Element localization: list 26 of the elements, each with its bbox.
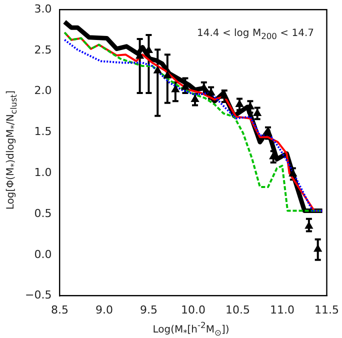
point bbox=[207, 88, 215, 96]
point bbox=[154, 66, 162, 74]
point bbox=[191, 95, 199, 102]
point bbox=[171, 85, 180, 92]
y-tick-label: 1.0 bbox=[34, 166, 52, 179]
y-tick-label: 3.0 bbox=[34, 2, 52, 16]
point bbox=[253, 108, 262, 116]
annotation: 14.4 < log M$_{200}$ < 14.7 bbox=[197, 28, 314, 41]
y-tick-label: 0.0 bbox=[34, 248, 52, 261]
x-tick-label: 10.5 bbox=[225, 303, 250, 316]
x-tick-label: 11.5 bbox=[314, 303, 340, 316]
y-tick-label: −0.5 bbox=[24, 288, 52, 302]
x-tick-label: 10.0 bbox=[180, 303, 206, 316]
x-tick-label: 8.5 bbox=[50, 303, 68, 316]
point bbox=[304, 222, 313, 229]
y-tick-label: 2.0 bbox=[34, 84, 52, 98]
point bbox=[314, 244, 322, 252]
y-tick-label: 0.5 bbox=[34, 206, 52, 220]
x-tick-label: 11.0 bbox=[270, 303, 294, 316]
x-tick-label: 9.5 bbox=[140, 303, 158, 316]
point bbox=[288, 169, 297, 176]
x-tick-label: 9.0 bbox=[95, 303, 113, 316]
y-tick-label: 2.5 bbox=[34, 43, 52, 56]
x-axis-title: Log(M$_{*}$[h$^{-2}$M$_{⊙}$]) bbox=[152, 320, 230, 338]
y-tick-label: 1.5 bbox=[34, 125, 52, 138]
point bbox=[163, 71, 172, 78]
